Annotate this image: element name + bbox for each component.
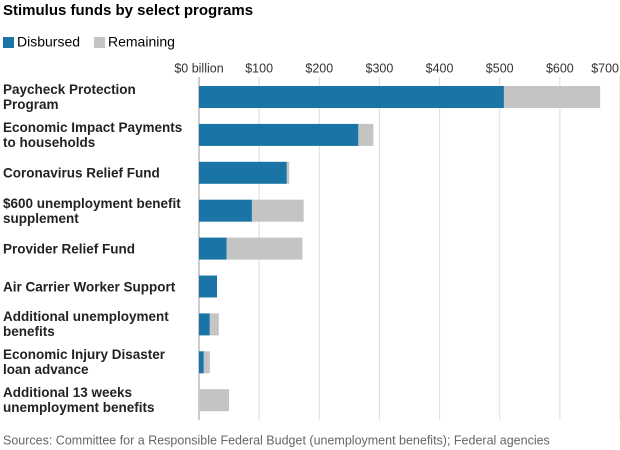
bar-segment (286, 161, 290, 184)
source-note: Sources: Committee for a Responsible Fed… (3, 433, 550, 447)
x-tick-label: $400 (426, 61, 454, 75)
category-label: Economic Injury Disaster loan advance (3, 347, 166, 378)
bar-segment (503, 86, 601, 108)
bar-segment (226, 237, 303, 260)
x-tick-label: $500 (486, 61, 514, 75)
x-tick-label: $100 (245, 61, 273, 75)
bar-segment (203, 351, 210, 374)
x-tick-label: $700 (591, 61, 619, 75)
legend-label: Remaining (108, 34, 175, 50)
category-label: Provider Relief Fund (3, 241, 136, 257)
legend-swatch (94, 37, 105, 48)
bar-segment (251, 199, 304, 222)
category-label: Economic Impact Payments to households (3, 119, 183, 150)
category-label: Coronavirus Relief Fund (3, 165, 160, 181)
bar-segment (199, 389, 230, 412)
x-tick-label: $600 (546, 61, 574, 75)
legend-label: Disbursed (17, 34, 80, 50)
bar-segment (199, 161, 287, 184)
bar-segment (199, 86, 504, 108)
category-label: Additional 13 weeks unemployment benefit… (3, 385, 155, 416)
bar-segment (209, 313, 219, 336)
x-tick-label: $300 (366, 61, 394, 75)
x-tick-label: $0 billion (174, 61, 223, 75)
bar-segment (199, 351, 204, 374)
category-label: Additional unemployment benefits (3, 309, 169, 340)
category-label: Air Carrier Worker Support (3, 279, 176, 294)
bar-segment (199, 237, 227, 260)
chart-title: Stimulus funds by select programs (3, 2, 253, 19)
x-tick-label: $200 (305, 61, 333, 75)
category-label: $600 unemployment benefit supplement (3, 195, 181, 226)
bar-segment (199, 275, 218, 298)
legend-swatch (3, 37, 14, 48)
bar-segment (358, 123, 374, 146)
bar-segment (199, 123, 359, 146)
bar-segment (199, 199, 252, 222)
category-label: Paycheck Protection Program (3, 82, 136, 112)
bar-segment (199, 313, 210, 336)
